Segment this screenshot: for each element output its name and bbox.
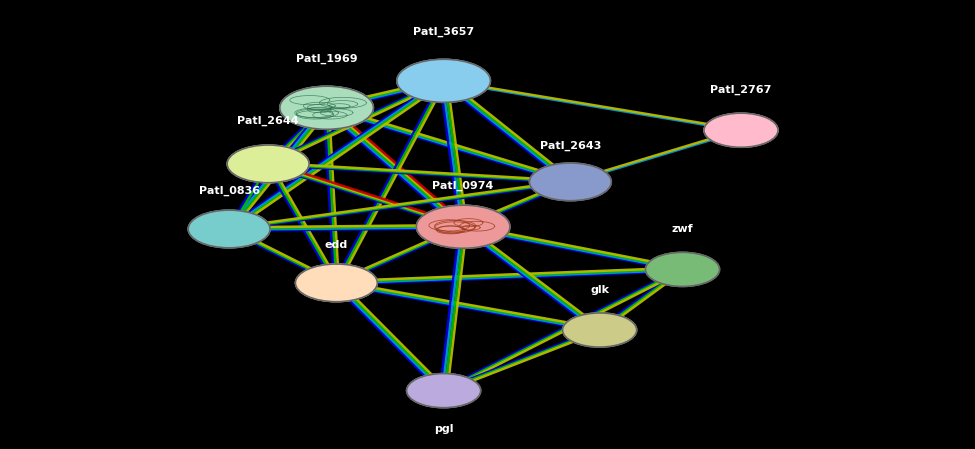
Text: edd: edd xyxy=(325,240,348,250)
Text: PatI_0836: PatI_0836 xyxy=(199,186,259,196)
Circle shape xyxy=(645,252,720,286)
Circle shape xyxy=(704,113,778,147)
Circle shape xyxy=(416,205,510,248)
Circle shape xyxy=(295,264,377,302)
Circle shape xyxy=(397,59,490,102)
Text: PatI_2643: PatI_2643 xyxy=(540,141,601,151)
Text: PatI_0974: PatI_0974 xyxy=(433,181,493,191)
Text: PatI_2644: PatI_2644 xyxy=(237,116,299,126)
Text: PatI_1969: PatI_1969 xyxy=(295,53,358,63)
Circle shape xyxy=(227,145,309,183)
Text: PatI_3657: PatI_3657 xyxy=(413,26,474,36)
Circle shape xyxy=(407,374,481,408)
Text: zwf: zwf xyxy=(672,224,693,234)
Text: pgl: pgl xyxy=(434,424,453,434)
Text: PatI_2767: PatI_2767 xyxy=(711,85,771,95)
Circle shape xyxy=(188,210,270,248)
Circle shape xyxy=(280,86,373,129)
Circle shape xyxy=(529,163,611,201)
Text: glk: glk xyxy=(590,285,609,295)
Circle shape xyxy=(563,313,637,347)
